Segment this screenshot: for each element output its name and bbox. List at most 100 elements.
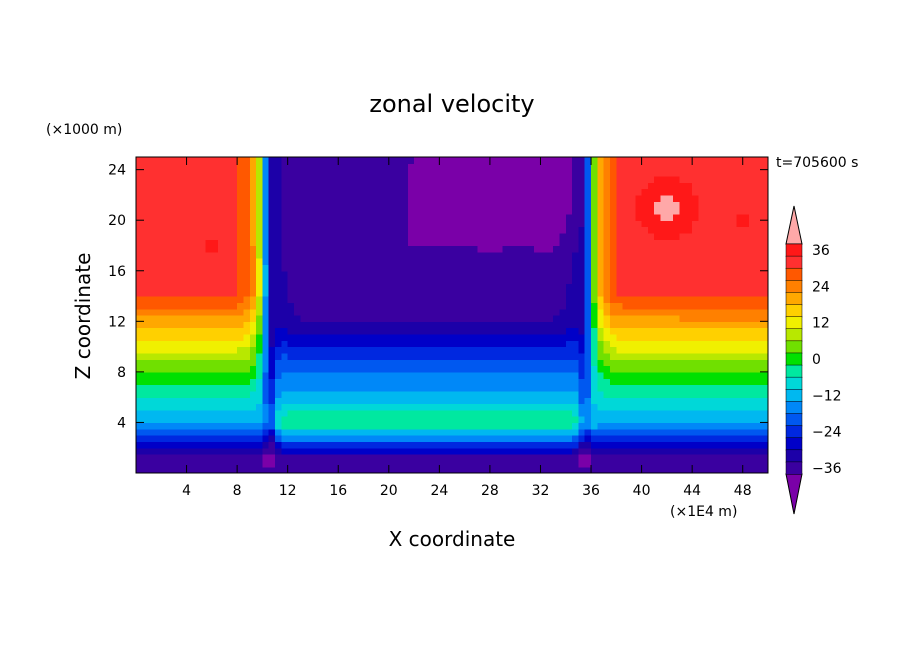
heatmap-cell xyxy=(230,466,238,474)
heatmap-cell xyxy=(730,245,737,253)
heatmap-cell xyxy=(407,283,415,291)
heatmap-cell xyxy=(388,296,396,303)
heatmap-cell xyxy=(610,245,617,253)
heatmap-cell xyxy=(470,416,478,424)
heatmap-cell xyxy=(382,390,390,398)
heatmap-cell xyxy=(584,264,592,272)
heatmap-cell xyxy=(407,327,415,335)
heatmap-cell xyxy=(312,315,320,322)
heatmap-cell xyxy=(407,182,415,190)
heatmap-cell xyxy=(350,194,358,202)
heatmap-cell xyxy=(243,466,251,474)
heatmap-cell xyxy=(628,403,636,411)
heatmap-cell xyxy=(508,403,516,411)
heatmap-cell xyxy=(192,403,200,411)
heatmap-cell xyxy=(161,188,169,196)
heatmap-cell xyxy=(344,258,352,266)
heatmap-cell xyxy=(692,239,700,247)
heatmap-cell xyxy=(186,422,194,430)
heatmap-cell xyxy=(211,397,219,405)
heatmap-cell xyxy=(237,409,245,417)
heatmap-cell xyxy=(376,378,384,386)
heatmap-cell xyxy=(521,169,529,177)
heatmap-cell xyxy=(325,302,333,310)
heatmap-cell xyxy=(717,365,725,373)
heatmap-cell xyxy=(142,454,150,461)
heatmap-cell xyxy=(692,283,700,291)
heatmap-cell xyxy=(742,296,750,303)
heatmap-cell xyxy=(173,441,181,449)
heatmap-cell xyxy=(565,264,573,272)
heatmap-cell xyxy=(294,194,301,202)
heatmap-cell xyxy=(262,365,270,373)
heatmap-cell xyxy=(401,346,409,354)
heatmap-cell xyxy=(224,384,232,392)
heatmap-cell xyxy=(704,409,712,417)
heatmap-cell xyxy=(717,428,725,436)
heatmap-cell xyxy=(527,315,535,322)
heatmap-cell xyxy=(161,454,169,461)
heatmap-cell xyxy=(136,289,143,297)
heatmap-cell xyxy=(205,390,213,398)
heatmap-cell xyxy=(496,232,504,240)
heatmap-cell xyxy=(287,397,295,405)
heatmap-cell xyxy=(736,213,744,221)
heatmap-cell xyxy=(464,466,472,474)
heatmap-cell xyxy=(167,359,175,367)
heatmap-cell xyxy=(180,258,188,266)
heatmap-cell xyxy=(173,409,181,417)
heatmap-cell xyxy=(723,163,731,171)
heatmap-cell xyxy=(300,188,308,196)
heatmap-cell xyxy=(616,194,624,202)
heatmap-cell xyxy=(382,454,390,461)
heatmap-cell xyxy=(167,371,175,379)
heatmap-cell xyxy=(331,371,339,379)
heatmap-cell xyxy=(148,352,156,360)
heatmap-cell xyxy=(199,321,207,329)
heatmap-cell xyxy=(736,466,744,474)
heatmap-cell xyxy=(458,466,466,474)
heatmap-cell xyxy=(230,283,238,291)
heatmap-cell xyxy=(527,435,535,442)
heatmap-cell xyxy=(199,157,207,164)
heatmap-cell xyxy=(755,359,763,367)
heatmap-cell xyxy=(180,296,188,303)
heatmap-cell xyxy=(395,213,403,221)
heatmap-cell xyxy=(584,226,592,234)
heatmap-cell xyxy=(603,422,611,430)
heatmap-cell xyxy=(224,371,232,379)
heatmap-cell xyxy=(312,163,320,171)
heatmap-cell xyxy=(382,296,390,303)
heatmap-cell xyxy=(420,277,428,284)
heatmap-cell xyxy=(148,283,156,291)
heatmap-cell xyxy=(704,232,712,240)
heatmap-cell xyxy=(736,359,744,367)
heatmap-cell xyxy=(331,289,339,297)
heatmap-cell xyxy=(199,403,207,411)
heatmap-cell xyxy=(610,390,617,398)
heatmap-cell xyxy=(483,245,491,253)
heatmap-cell xyxy=(199,460,207,468)
heatmap-cell xyxy=(723,378,731,386)
heatmap-cell xyxy=(742,422,750,430)
heatmap-cell xyxy=(382,340,390,348)
heatmap-cell xyxy=(243,460,251,468)
heatmap-cell xyxy=(647,428,655,436)
heatmap-cell xyxy=(603,454,611,461)
heatmap-cell xyxy=(382,397,390,405)
heatmap-cell xyxy=(230,428,238,436)
heatmap-cell xyxy=(584,365,592,373)
heatmap-cell xyxy=(338,163,346,171)
heatmap-cell xyxy=(136,321,143,329)
heatmap-cell xyxy=(666,352,674,360)
heatmap-cell xyxy=(407,251,415,259)
heatmap-cell xyxy=(628,232,636,240)
heatmap-cell xyxy=(540,277,548,284)
heatmap-cell xyxy=(287,277,295,284)
heatmap-cell xyxy=(527,397,535,405)
heatmap-cell xyxy=(211,378,219,386)
heatmap-cell xyxy=(148,378,156,386)
heatmap-cell xyxy=(553,422,561,430)
heatmap-cell xyxy=(192,302,200,310)
heatmap-cell xyxy=(369,251,377,259)
